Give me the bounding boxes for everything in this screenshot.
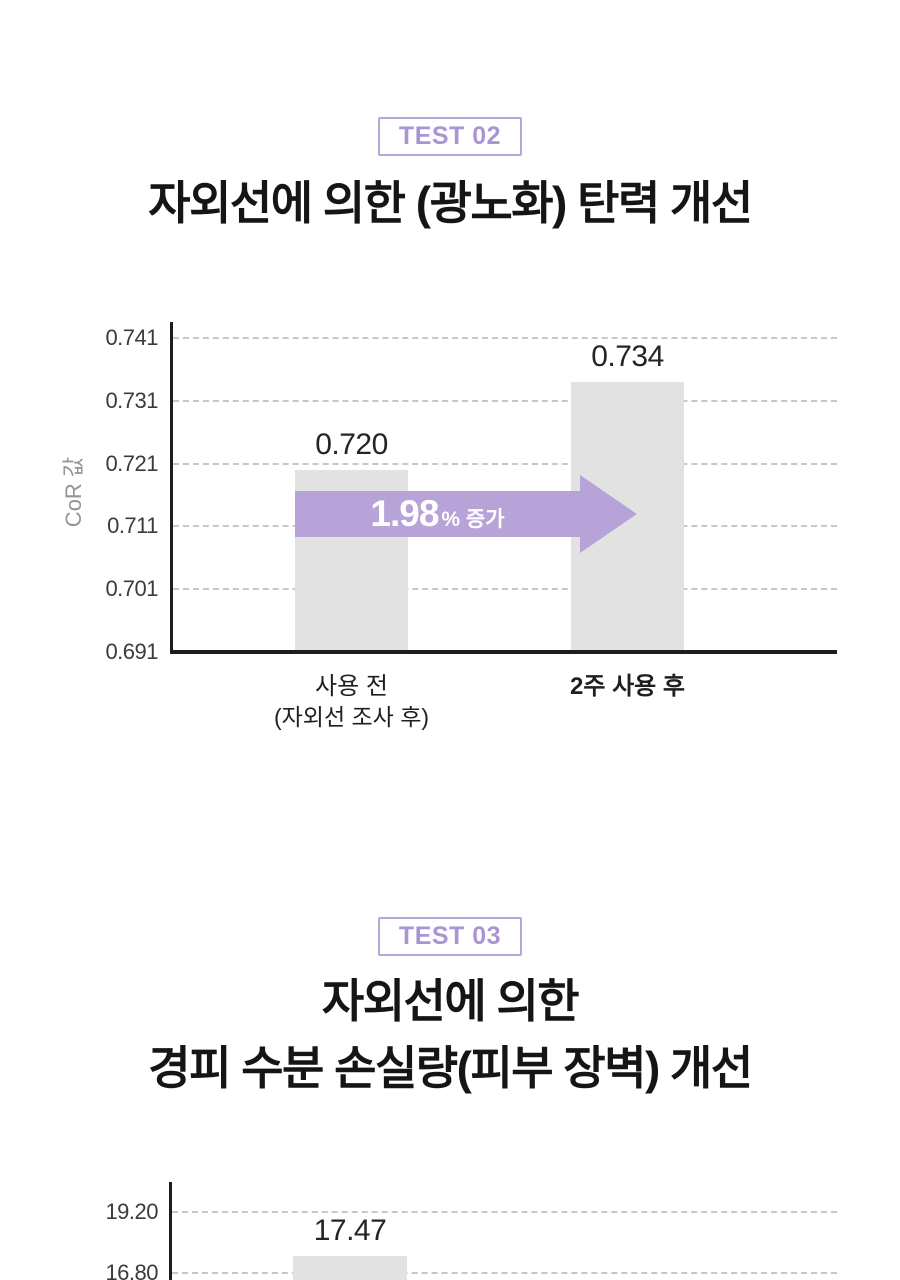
gridline (172, 1211, 837, 1213)
increase-arrow: 1.98% 증가 (295, 491, 580, 537)
y-tick-label: 16.80 (105, 1260, 158, 1280)
gridline (173, 463, 837, 465)
test02-badge: TEST 02 (378, 117, 522, 156)
test03-title: 자외선에 의한 경피 수분 손실량(피부 장벽) 개선 (0, 968, 900, 1102)
x-axis-line (170, 650, 837, 654)
bar-value-label: 0.720 (315, 428, 388, 461)
gridline (173, 588, 837, 590)
bar-value-label: 0.734 (591, 340, 664, 373)
test03-badge: TEST 03 (378, 917, 522, 956)
gridline (172, 1272, 837, 1274)
arrow-value-text: 1.98 (370, 493, 439, 534)
bar (293, 1256, 407, 1280)
category-label-line: 사용 전 (315, 673, 388, 700)
bar-value-label: 17.47 (313, 1214, 387, 1247)
y-axis-line (169, 1182, 172, 1280)
y-tick-label: 0.721 (105, 451, 158, 476)
y-axis-line (170, 322, 173, 652)
gridline (173, 400, 837, 402)
y-tick-label: 0.741 (105, 325, 158, 350)
test02-badge-label: TEST 02 (398, 122, 502, 150)
category-label: 2주 사용 후 (488, 672, 768, 702)
arrow-suffix-text: % 증가 (441, 508, 505, 531)
y-tick-label: 0.731 (105, 388, 158, 413)
y-tick-label: 0.701 (105, 576, 158, 601)
test03-title-line-1: 자외선에 의한 (321, 975, 580, 1027)
y-tick-label: 19.20 (105, 1199, 158, 1224)
category-label-line: 2주 사용 후 (569, 673, 685, 700)
category-label: 사용 전 (자외선 조사 후) (212, 672, 492, 732)
elasticity-cor-chart: 0.691 0.701 0.711 0.721 0.731 0.741 0.720 0.734… (61, 322, 837, 732)
category-label-line: (자외선 조사 후) (273, 704, 430, 730)
arrow-head-icon (580, 475, 637, 553)
y-tick-label: 0.711 (107, 513, 158, 538)
test03-title-line-2: 경피 수분 손실량(피부 장벽) 개선 (148, 1042, 753, 1094)
test02-title-line: 자외선에 의한 (광노화) 탄력 개선 (148, 177, 753, 229)
gridline (173, 337, 837, 339)
test03-badge-label: TEST 03 (398, 922, 502, 950)
y-tick-label: 0.691 (105, 639, 158, 664)
test02-title: 자외선에 의한 (광노화) 탄력 개선 (0, 170, 900, 237)
